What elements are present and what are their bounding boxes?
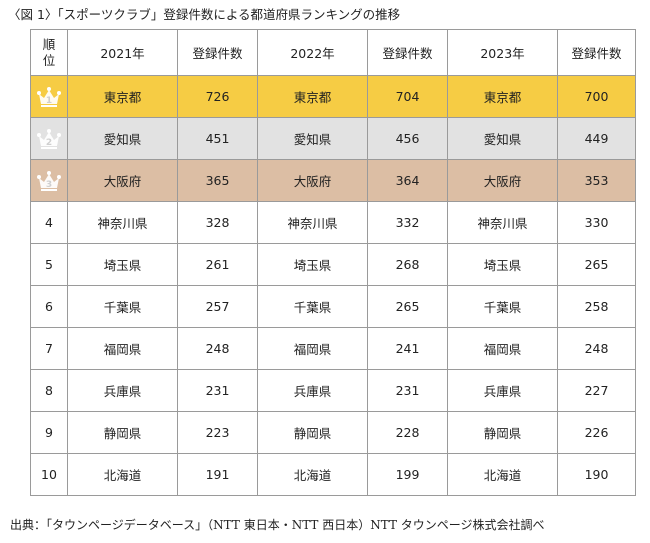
prefecture-2023: 神奈川県 [447,201,558,244]
prefecture-2023: 大阪府 [447,159,558,202]
crown-icon: 3 [36,170,62,192]
prefecture-2021: 東京都 [67,75,178,118]
count-2021: 726 [177,75,258,118]
prefecture-2021: 兵庫県 [67,369,178,412]
count-2022: 199 [367,453,448,496]
prefecture-2021: 愛知県 [67,117,178,160]
rank-cell: 5 [30,243,68,286]
prefecture-2021: 大阪府 [67,159,178,202]
count-2021: 231 [177,369,258,412]
rank-cell: 8 [30,369,68,412]
count-2021-header: 登録件数 [177,29,258,76]
prefecture-2022: 東京都 [257,75,368,118]
prefecture-2022: 大阪府 [257,159,368,202]
prefecture-2022: 北海道 [257,453,368,496]
rank-cell: 6 [30,285,68,328]
prefecture-2023: 静岡県 [447,411,558,454]
prefecture-2022: 静岡県 [257,411,368,454]
count-2021: 223 [177,411,258,454]
prefecture-2023: 愛知県 [447,117,558,160]
table-row: 10 北海道 191 北海道 199 北海道 190 [30,453,636,496]
table-row: 8 兵庫県 231 兵庫県 231 兵庫県 227 [30,369,636,412]
rank-cell: 2 [30,117,68,160]
crown-rank-number: 1 [46,96,52,106]
count-2022: 364 [367,159,448,202]
count-2022: 704 [367,75,448,118]
rank-cell: 3 [30,159,68,202]
year-2023-header: 2023年 [447,29,558,76]
count-2023: 248 [557,327,636,370]
count-2022: 228 [367,411,448,454]
table-row: 6 千葉県 257 千葉県 265 千葉県 258 [30,285,636,328]
rank-cell: 10 [30,453,68,496]
rank-cell: 9 [30,411,68,454]
table-header-row: 順 位 2021年 登録件数 2022年 登録件数 2023年 登録件数 [30,29,636,76]
rank-cell: 1 [30,75,68,118]
count-2022: 265 [367,285,448,328]
rank-cell: 4 [30,201,68,244]
prefecture-2023: 東京都 [447,75,558,118]
count-2022: 268 [367,243,448,286]
prefecture-2023: 兵庫県 [447,369,558,412]
count-2021: 328 [177,201,258,244]
crown-icon: 2 [36,128,62,150]
rank-cell: 7 [30,327,68,370]
prefecture-2021: 千葉県 [67,285,178,328]
prefecture-2022: 愛知県 [257,117,368,160]
table-row: 7 福岡県 248 福岡県 241 福岡県 248 [30,327,636,370]
count-2023: 449 [557,117,636,160]
prefecture-2021: 神奈川県 [67,201,178,244]
count-2023: 227 [557,369,636,412]
count-2023: 700 [557,75,636,118]
prefecture-2023: 北海道 [447,453,558,496]
count-2022: 332 [367,201,448,244]
count-2021: 365 [177,159,258,202]
crown-icon: 1 [36,86,62,108]
figure-caption: 〈図 1〉「スポーツクラブ」登録件数による都道府県ランキングの推移 [8,7,401,22]
count-2022: 456 [367,117,448,160]
crown-rank-number: 3 [46,180,52,190]
count-2021: 261 [177,243,258,286]
count-2021: 257 [177,285,258,328]
count-2023: 190 [557,453,636,496]
count-2023: 330 [557,201,636,244]
prefecture-2021: 福岡県 [67,327,178,370]
prefecture-2021: 北海道 [67,453,178,496]
prefecture-2021: 静岡県 [67,411,178,454]
count-2021: 248 [177,327,258,370]
prefecture-2022: 埼玉県 [257,243,368,286]
year-2021-header: 2021年 [67,29,178,76]
count-2023: 226 [557,411,636,454]
prefecture-2023: 千葉県 [447,285,558,328]
prefecture-2022: 千葉県 [257,285,368,328]
table-row: 5 埼玉県 261 埼玉県 268 埼玉県 265 [30,243,636,286]
prefecture-2022: 兵庫県 [257,369,368,412]
year-2022-header: 2022年 [257,29,368,76]
count-2022: 241 [367,327,448,370]
table-row: 4 神奈川県 328 神奈川県 332 神奈川県 330 [30,201,636,244]
count-2023: 258 [557,285,636,328]
table-row: 3 大阪府 365 大阪府 364 大阪府 353 [30,159,636,202]
rank-header: 順 位 [30,29,68,76]
prefecture-2021: 埼玉県 [67,243,178,286]
table-row: 9 静岡県 223 静岡県 228 静岡県 226 [30,411,636,454]
prefecture-2023: 埼玉県 [447,243,558,286]
table-row: 2 愛知県 451 愛知県 456 愛知県 449 [30,117,636,160]
count-2023: 353 [557,159,636,202]
source-note: 出典：「タウンページデータベース」（NTT 東日本・NTT 西日本）NTT タウ… [10,518,545,532]
count-2021: 451 [177,117,258,160]
count-2023: 265 [557,243,636,286]
ranking-table: 順 位 2021年 登録件数 2022年 登録件数 2023年 登録件数 1 東京… [30,29,636,496]
prefecture-2022: 神奈川県 [257,201,368,244]
table-row: 1 東京都 726 東京都 704 東京都 700 [30,75,636,118]
count-2023-header: 登録件数 [557,29,636,76]
count-2022-header: 登録件数 [367,29,448,76]
prefecture-2022: 福岡県 [257,327,368,370]
count-2021: 191 [177,453,258,496]
crown-rank-number: 2 [46,138,52,148]
count-2022: 231 [367,369,448,412]
prefecture-2023: 福岡県 [447,327,558,370]
